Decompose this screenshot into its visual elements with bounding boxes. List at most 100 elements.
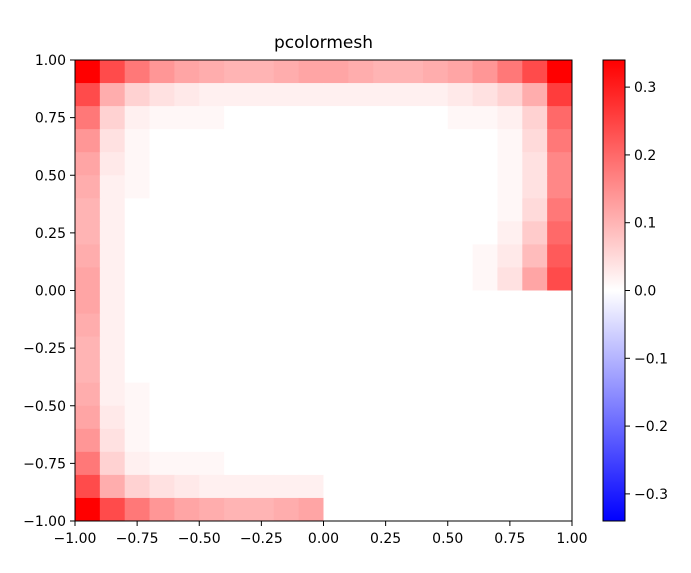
heatmap-cell (99, 474, 126, 499)
heatmap-cell (75, 106, 101, 130)
heatmap-cell (373, 428, 399, 453)
heatmap-cell (298, 83, 325, 107)
heatmap-cell (497, 83, 523, 107)
heatmap-cell (373, 474, 399, 499)
heatmap-cell (124, 244, 151, 269)
heatmap-cell (447, 336, 474, 361)
heatmap-cell (398, 313, 424, 338)
heatmap-cell (248, 428, 275, 453)
heatmap-cell (422, 106, 449, 130)
heatmap-mesh (75, 60, 572, 521)
heatmap-cell (422, 474, 449, 499)
heatmap-cell (199, 198, 225, 222)
heatmap-cell (348, 129, 374, 153)
heatmap-cell (348, 221, 374, 245)
heatmap-cell (522, 106, 548, 130)
heatmap-cell (124, 106, 151, 130)
heatmap-cell (547, 175, 572, 199)
x-tick-label: 0.00 (308, 531, 339, 547)
heatmap-cell (497, 175, 523, 199)
heatmap-cell (422, 267, 449, 292)
heatmap-cell (497, 336, 523, 361)
heatmap-cell (75, 267, 101, 292)
heatmap-cell (422, 83, 449, 107)
heatmap-cell (447, 106, 474, 130)
heatmap-cell (497, 313, 523, 338)
heatmap-cell (447, 290, 474, 315)
heatmap-cell (522, 497, 548, 521)
heatmap-cell (398, 474, 424, 499)
heatmap-cell (99, 198, 126, 222)
heatmap-cell (522, 382, 548, 407)
heatmap-cell (174, 451, 200, 476)
heatmap-cell (199, 152, 225, 176)
heatmap-cell (323, 60, 349, 84)
heatmap-cell (547, 336, 572, 361)
heatmap-cell (422, 129, 449, 153)
heatmap-cell (99, 175, 126, 199)
heatmap-cell (124, 83, 151, 107)
heatmap-cell (298, 175, 325, 199)
heatmap-cell (348, 405, 374, 430)
heatmap-cell (348, 198, 374, 222)
heatmap-cell (497, 244, 523, 269)
heatmap-cell (298, 336, 325, 361)
heatmap-cell (124, 60, 151, 84)
heatmap-cell (447, 267, 474, 292)
heatmap-cell (199, 497, 225, 521)
heatmap-cell (149, 313, 175, 338)
heatmap-cell (348, 359, 374, 384)
heatmap-cell (497, 60, 523, 84)
heatmap-cell (348, 106, 374, 130)
heatmap-cell (398, 428, 424, 453)
heatmap-cell (323, 106, 349, 130)
heatmap-cell (99, 382, 126, 407)
heatmap-cell (497, 129, 523, 153)
heatmap-cell (199, 60, 225, 84)
heatmap-cell (373, 129, 399, 153)
heatmap-cell (224, 474, 250, 499)
heatmap-cell (447, 60, 474, 84)
y-tick-label: −1.00 (23, 514, 66, 530)
heatmap-cell (298, 313, 325, 338)
heatmap-cell (522, 290, 548, 315)
x-tick-label: −1.00 (54, 531, 97, 547)
heatmap-cell (398, 83, 424, 107)
heatmap-cell (373, 175, 399, 199)
heatmap-cell (422, 382, 449, 407)
heatmap-cell (522, 221, 548, 245)
x-tick-label: 0.75 (494, 531, 525, 547)
heatmap-cell (174, 198, 200, 222)
heatmap-cell (323, 198, 349, 222)
heatmap-cell (472, 267, 499, 292)
heatmap-cell (99, 313, 126, 338)
heatmap-cell (348, 60, 374, 84)
heatmap-cell (273, 83, 300, 107)
heatmap-cell (224, 83, 250, 107)
heatmap-cell (422, 290, 449, 315)
heatmap-cell (422, 497, 449, 521)
heatmap-cell (497, 382, 523, 407)
heatmap-cell (224, 106, 250, 130)
heatmap-cell (348, 244, 374, 269)
heatmap-cell (298, 221, 325, 245)
heatmap-cell (75, 313, 101, 338)
heatmap-cell (373, 267, 399, 292)
heatmap-cell (298, 474, 325, 499)
heatmap-cell (323, 221, 349, 245)
heatmap-cell (75, 382, 101, 407)
heatmap-cell (199, 106, 225, 130)
heatmap-cell (273, 474, 300, 499)
heatmap-cell (174, 313, 200, 338)
heatmap-cell (149, 106, 175, 130)
heatmap-cell (547, 359, 572, 384)
heatmap-cell (497, 405, 523, 430)
heatmap-cell (447, 474, 474, 499)
heatmap-cell (522, 359, 548, 384)
heatmap-cell (447, 428, 474, 453)
heatmap-cell (522, 60, 548, 84)
heatmap-cell (447, 382, 474, 407)
heatmap-cell (174, 336, 200, 361)
chart-title: pcolormesh (274, 33, 373, 53)
heatmap-cell (224, 451, 250, 476)
